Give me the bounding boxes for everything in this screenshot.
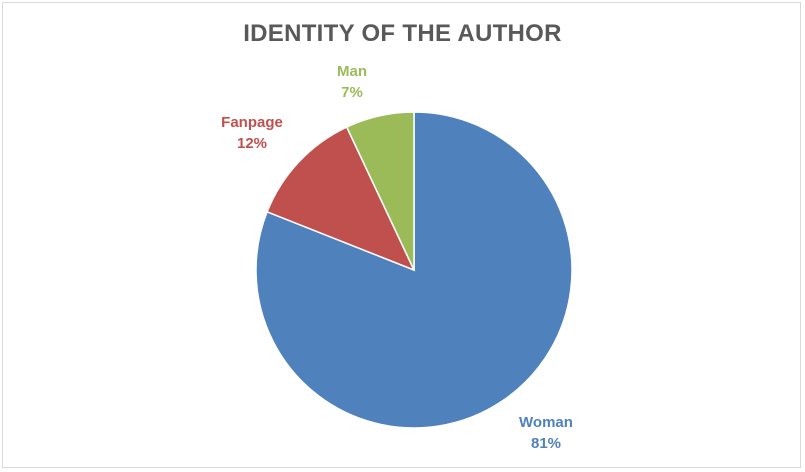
data-label-value-fanpage: 12% [237,135,267,152]
data-label-value-woman: 81% [531,435,561,452]
pie-slice-fanpage [266,126,416,272]
data-label-name-fanpage: Fanpage [221,114,283,131]
chart-title: IDENTITY OF THE AUTHOR [243,20,562,47]
data-label-value-man: 7% [341,84,363,101]
data-label-name-woman: Woman [519,414,573,431]
pie-slice-man [345,111,415,271]
data-label-name-man: Man [337,63,367,80]
